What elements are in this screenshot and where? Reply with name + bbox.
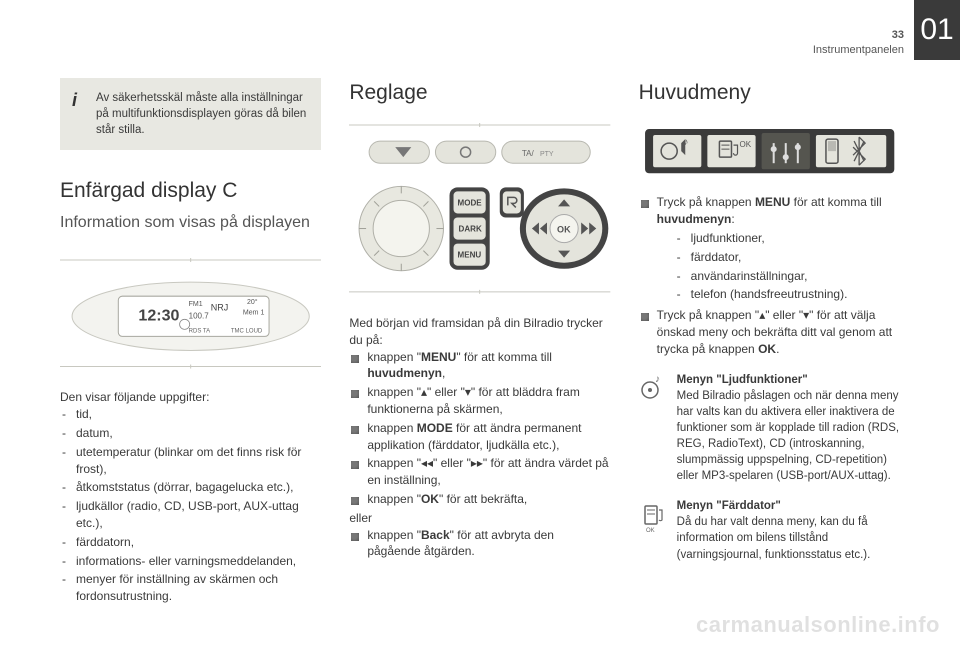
- list-item: Tryck på knappen "▴" eller "▾" för att v…: [639, 307, 900, 357]
- list-item: menyer för inställning av skärmen och fo…: [60, 571, 321, 605]
- svg-text:DARK: DARK: [459, 225, 482, 234]
- col2-heading: Reglage: [349, 78, 610, 107]
- col2-list: knappen "MENU" för att komma till huvudm…: [349, 349, 610, 508]
- mainmenu-illustration: ♪ OK: [639, 123, 900, 179]
- svg-text:♪: ♪: [683, 138, 688, 149]
- col1-list: tid, datum, utetemperatur (blinkar om det …: [60, 406, 321, 605]
- list-item: utetemperatur (blinkar om det finns risk…: [60, 444, 321, 478]
- col3-list: Tryck på knappen MENU för att komma till…: [639, 194, 900, 357]
- page-number: 33: [813, 28, 904, 43]
- col3-heading: Huvudmeny: [639, 78, 900, 107]
- readout-station: NRJ: [211, 302, 229, 312]
- display-illustration: 12:30 FM1 NRJ 100.7 20° Mem 1 RDS TA TMC…: [60, 258, 321, 369]
- list-item: färddatorn,: [60, 534, 321, 551]
- list-item: knappen MODE för att ändra permanent app…: [349, 420, 610, 454]
- section-name: Instrumentpanelen: [813, 43, 904, 58]
- chapter-tab: 01: [914, 0, 960, 60]
- list-item: ljudfunktioner,: [675, 230, 900, 247]
- readout-freq: 100.7: [189, 311, 210, 320]
- svg-text:OK: OK: [739, 141, 751, 150]
- column-1: i Av säkerhetsskäl måste alla inställnin…: [60, 78, 321, 607]
- info-audio-title: Menyn "Ljudfunktioner": [677, 372, 900, 388]
- list-item: knappen "MENU" för att komma till huvudm…: [349, 349, 610, 383]
- column-2: Reglage TA/ PTY MODE: [349, 78, 610, 607]
- list-item: åtkomststatus (dörrar, bagagelucka etc.)…: [60, 479, 321, 496]
- readout-time: 12:30: [138, 306, 179, 324]
- list-item: användarinställningar,: [675, 268, 900, 285]
- audio-icon: ♪: [639, 372, 667, 408]
- list-item: ljudkällor (radio, CD, USB-port, AUX-utt…: [60, 498, 321, 532]
- col1-heading: Enfärgad display C: [60, 176, 321, 205]
- col2-intro: Med början vid framsidan på din Bilradio…: [349, 315, 610, 349]
- col2-eller: eller: [349, 510, 610, 527]
- chapter-number: 01: [920, 9, 953, 51]
- col1-subheading: Information som visas på displayen: [60, 212, 321, 234]
- readout-preset: Mem 1: [243, 309, 265, 316]
- col1-list-intro: Den visar följande uppgifter:: [60, 389, 321, 406]
- list-item: färddator,: [675, 249, 900, 266]
- svg-text:PTY: PTY: [540, 152, 554, 159]
- list-item: informations- eller varningsmeddelanden,: [60, 553, 321, 570]
- column-3: Huvudmeny ♪ OK Tryck på k: [639, 78, 900, 607]
- readout-temp: 20°: [247, 298, 258, 306]
- readout-tag2: TMC LOUD: [231, 328, 263, 334]
- list-item: knappen "OK" för att bekräfta,: [349, 491, 610, 508]
- page-meta: 33 Instrumentpanelen: [813, 28, 904, 59]
- svg-text:MODE: MODE: [458, 199, 483, 208]
- list-item: knappen "◂◂" eller "▸▸" för att ändra vä…: [349, 455, 610, 489]
- warning-text: Av säkerhetsskäl måste alla inställninga…: [96, 92, 306, 136]
- info-trip: OK Menyn "Färddator" Då du har valt denn…: [639, 498, 900, 562]
- svg-text:OK: OK: [646, 528, 655, 534]
- list-item: knappen "Back" för att avbryta den pågåe…: [349, 527, 610, 561]
- col2-back-list: knappen "Back" för att avbryta den pågåe…: [349, 527, 610, 561]
- safety-warning: i Av säkerhetsskäl måste alla inställnin…: [60, 78, 321, 150]
- list-item: Tryck på knappen MENU för att komma till…: [639, 194, 900, 303]
- info-audio-body: Med Bilradio påslagen och när denna meny…: [677, 388, 900, 485]
- svg-text:♪: ♪: [655, 374, 660, 385]
- list-item: knappen "▴" eller "▾" för att bläddra fr…: [349, 384, 610, 418]
- list-item: telefon (handsfreeutrustning).: [675, 286, 900, 303]
- readout-band: FM1: [189, 301, 203, 308]
- watermark: carmanualsonline.info: [696, 610, 940, 641]
- svg-text:TA/: TA/: [522, 150, 535, 159]
- info-trip-body: Då du har valt denna meny, kan du få inf…: [677, 514, 900, 562]
- controls-illustration: TA/ PTY MODE DARK MENU: [349, 123, 610, 294]
- readout-tag1: RDS TA: [189, 328, 211, 334]
- list-item: datum,: [60, 425, 321, 442]
- svg-text:OK: OK: [557, 225, 571, 235]
- svg-text:MENU: MENU: [458, 251, 482, 260]
- warning-icon: i: [72, 88, 77, 113]
- trip-icon: OK: [639, 498, 667, 534]
- info-trip-title: Menyn "Färddator": [677, 498, 900, 514]
- list-item: tid,: [60, 406, 321, 423]
- info-audio: ♪ Menyn "Ljudfunktioner" Med Bilradio på…: [639, 372, 900, 485]
